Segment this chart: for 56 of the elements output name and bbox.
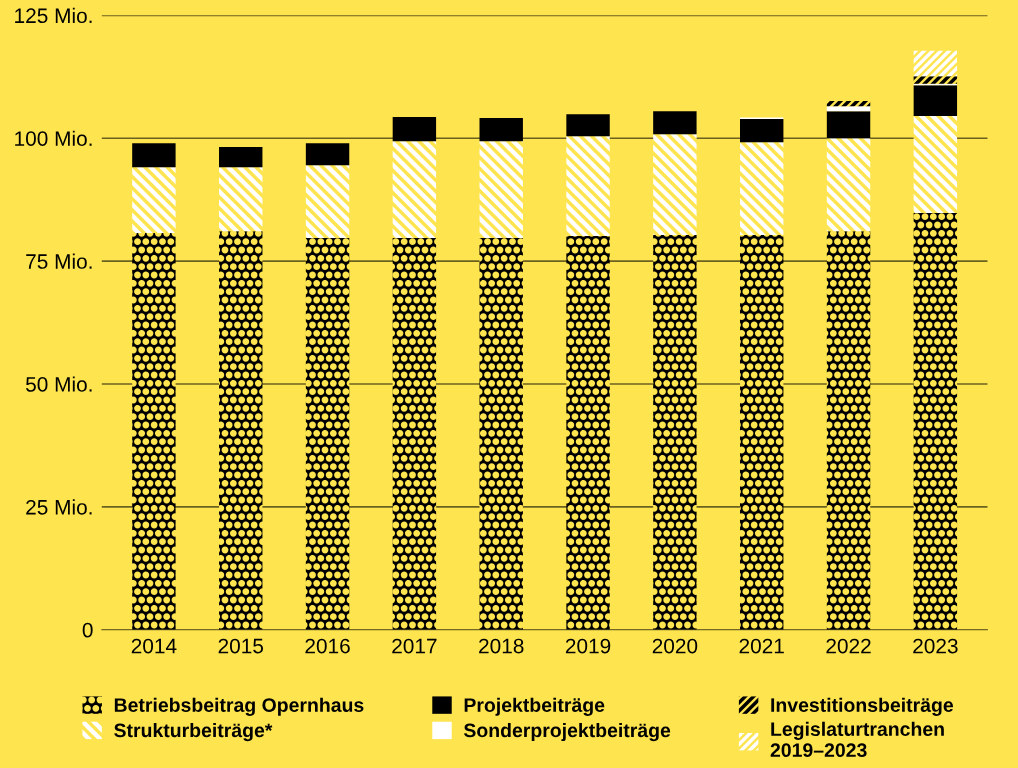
legend-label: Strukturbeiträge*: [114, 723, 273, 742]
x-tick-label: 2023: [913, 638, 958, 654]
bar: [392, 141, 437, 239]
y-tick-label: 75 Mio.: [26, 253, 92, 269]
bar: [479, 238, 523, 630]
bar: [826, 111, 871, 139]
bar: [479, 118, 523, 142]
legend-label: Investitionsbeiträge: [771, 697, 954, 716]
bar: [913, 212, 958, 630]
bar: [566, 136, 610, 237]
bar: [132, 167, 176, 234]
y-tick-label: 100 Mio.: [15, 130, 92, 146]
bar: [653, 111, 697, 135]
bar: [479, 141, 523, 239]
bar: [132, 143, 176, 168]
bar: [392, 238, 437, 630]
bar: [305, 165, 350, 239]
legend-label: Sonderprojektbeiträge: [463, 723, 671, 742]
x-tick-label: 2018: [479, 638, 524, 654]
bar: [913, 85, 958, 117]
bar: [913, 76, 958, 84]
x-tick-label: 2015: [218, 638, 264, 654]
x-tick-label: 2022: [826, 638, 871, 654]
bar: [653, 134, 697, 236]
y-tick-label: 50 Mio.: [25, 376, 92, 392]
bar: [826, 138, 871, 232]
bar: [826, 106, 871, 112]
bar: [392, 117, 437, 142]
y-tick-label: 0: [82, 622, 93, 638]
bar: [566, 114, 610, 137]
bar: [740, 142, 784, 236]
legend-label: Betriebsbeitrag Opernhaus: [114, 697, 364, 716]
bar: [132, 233, 176, 630]
bar: [219, 231, 263, 630]
x-tick-label: 2021: [739, 638, 784, 654]
bar: [740, 235, 784, 630]
bar: [826, 100, 871, 107]
bar: [913, 116, 958, 213]
bar: [740, 119, 784, 143]
bar: [826, 231, 871, 630]
bar: [653, 235, 697, 630]
y-tick-label: 125 Mio.: [15, 7, 92, 24]
bar: [219, 147, 263, 168]
x-tick-label: 2020: [652, 638, 698, 654]
legend-label: Projektbeiträge: [464, 697, 605, 716]
x-tick-label: 2016: [305, 638, 350, 654]
x-tick-label: 2014: [131, 638, 177, 654]
y-tick-label: 25 Mio.: [26, 499, 92, 515]
legend-label: Legislaturtranchen 2019–2023: [770, 721, 944, 758]
bar: [305, 143, 350, 166]
bar: [566, 236, 610, 630]
bar: [913, 50, 958, 77]
x-tick-label: 2017: [392, 638, 437, 654]
bar: [305, 238, 350, 630]
x-tick-label: 2019: [565, 638, 611, 654]
bar: [219, 167, 263, 232]
